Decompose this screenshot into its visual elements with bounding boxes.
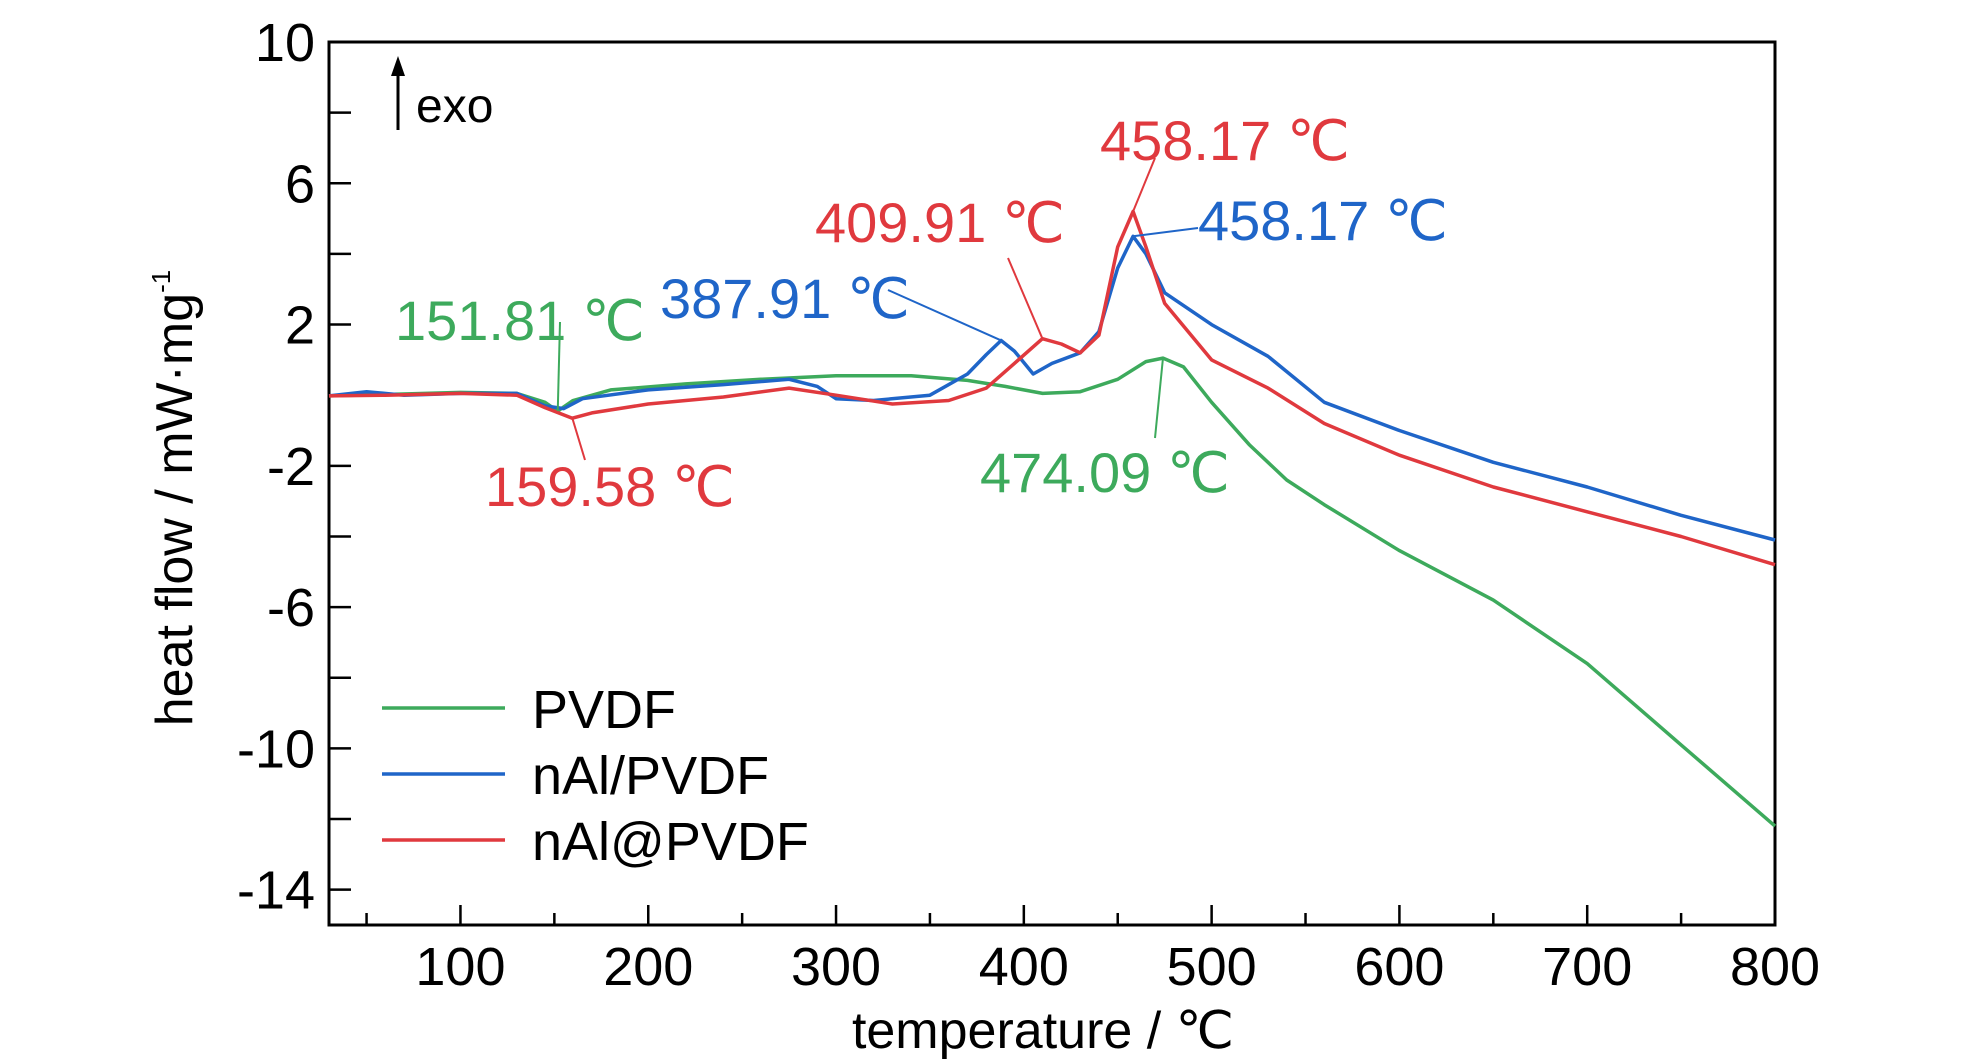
x-tick-label: 500 xyxy=(1167,937,1257,997)
y-tick-label: 2 xyxy=(285,296,315,356)
annotation-leader-line xyxy=(571,417,586,461)
annotation-leader-line xyxy=(887,289,1002,342)
peak-temperature-label: 387.91 ℃ xyxy=(660,267,910,330)
y-axis-label-sup: -1 xyxy=(146,270,176,293)
x-tick-label: 200 xyxy=(603,937,693,997)
annotation-leader-line xyxy=(1007,257,1044,340)
annotation-leader-line xyxy=(1154,358,1164,439)
x-tick-label: 800 xyxy=(1730,937,1820,997)
peak-temperature-label: 474.09 ℃ xyxy=(980,441,1230,504)
plot-frame xyxy=(327,40,1777,927)
x-axis: 100 200 300 400 500 600 700 800 xyxy=(365,905,1820,997)
plot-area-border xyxy=(327,40,1777,927)
up-arrow-icon xyxy=(391,56,405,76)
y-tick-label: -6 xyxy=(267,578,315,638)
x-tick-label: 400 xyxy=(979,937,1069,997)
y-axis: 10 6 2 -2 -6 -10 -14 xyxy=(237,13,351,921)
x-tick-label: 600 xyxy=(1354,937,1444,997)
peak-temperature-label: 151.81 ℃ xyxy=(395,289,645,352)
exo-label: exo xyxy=(416,80,493,133)
legend-label: PVDF xyxy=(532,680,676,740)
y-axis-label: heat flow / mW·mg xyxy=(146,293,204,726)
y-tick-label: -10 xyxy=(237,719,315,779)
peak-temperature-label: 458.17 ℃ xyxy=(1198,189,1448,252)
y-axis-label-group: heat flow / mW·mg-1 xyxy=(146,270,204,727)
exo-indicator: exo xyxy=(391,56,493,133)
y-tick-label: 10 xyxy=(255,13,315,73)
annotation-leader-line xyxy=(1132,227,1199,238)
y-tick-label: -14 xyxy=(237,861,315,921)
annotation-leader-line xyxy=(1132,157,1156,212)
legend-label: nAl/PVDF xyxy=(532,746,769,806)
y-tick-label: -2 xyxy=(267,437,315,497)
y-tick-label: 6 xyxy=(285,154,315,214)
legend-label: nAl@PVDF xyxy=(532,812,809,872)
annotations: 151.81 ℃ 159.58 ℃ 387.91 ℃ 409.91 ℃ 458.17 ℃… xyxy=(395,109,1448,518)
x-tick-label: 700 xyxy=(1542,937,1632,997)
peak-temperature-label: 409.91 ℃ xyxy=(815,191,1065,254)
peak-temperature-label: 159.58 ℃ xyxy=(485,455,735,518)
annotation-leaders xyxy=(556,157,1199,461)
x-tick-label: 100 xyxy=(415,937,505,997)
annotation-leader-line xyxy=(556,321,561,412)
x-tick-label: 300 xyxy=(791,937,881,997)
x-axis-label: temperature / ℃ xyxy=(852,1002,1234,1060)
y-axis-label-text: heat flow / mW·mg-1 xyxy=(146,270,204,727)
peak-temperature-label: 458.17 ℃ xyxy=(1100,109,1350,172)
